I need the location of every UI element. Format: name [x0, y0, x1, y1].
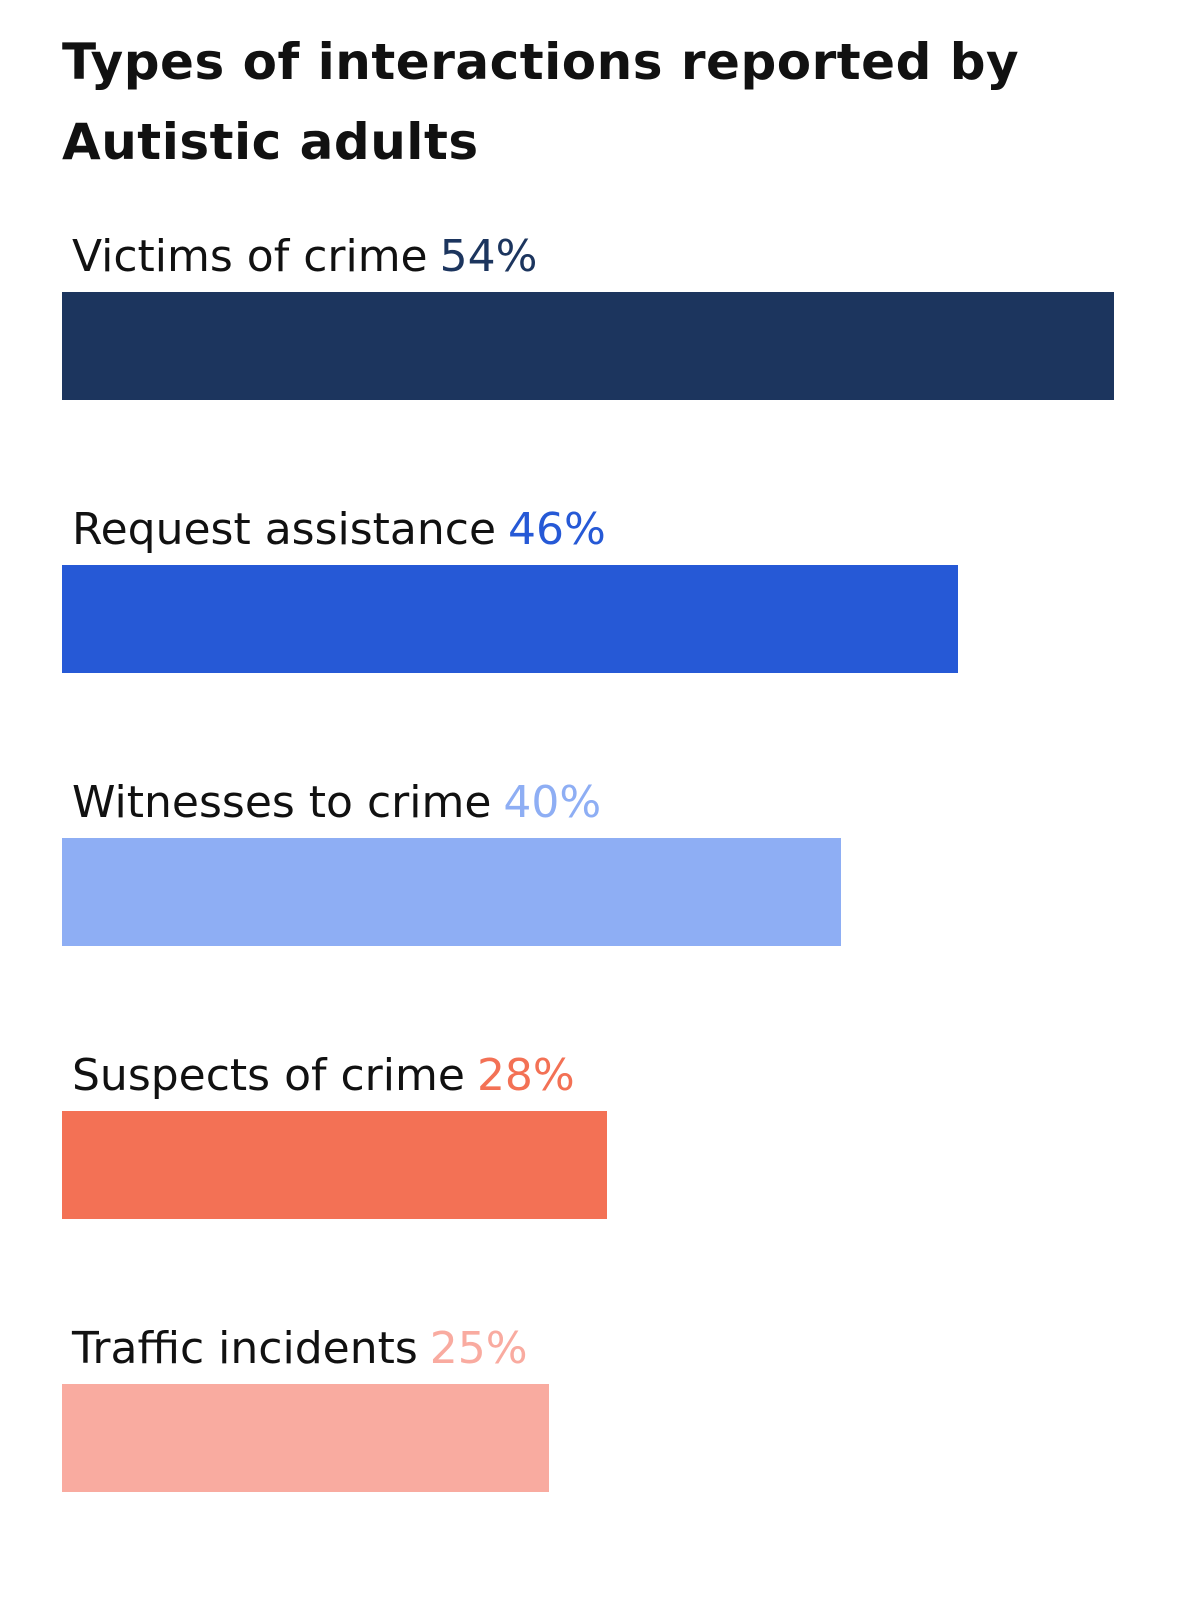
bar-witnesses-to-crime	[62, 838, 841, 946]
bar-suspects-of-crime	[62, 1111, 607, 1219]
bar-label-victims-of-crime: Victims of crime 54%	[72, 230, 537, 284]
bar-label-request-assistance: Request assistance 46%	[72, 503, 606, 557]
bar-label-witnesses-to-crime: Witnesses to crime 40%	[72, 776, 601, 830]
bar-label-traffic-incidents: Traffic incidents 25%	[72, 1322, 528, 1376]
chart-title-line-2: Autistic adults	[62, 113, 479, 171]
chart-title-line-1: Types of interactions reported by	[62, 33, 1020, 91]
value-label-suspects-of-crime: 28%	[476, 1050, 575, 1101]
bar-traffic-incidents	[62, 1384, 549, 1492]
bar-label-suspects-of-crime: Suspects of crime 28%	[72, 1049, 575, 1103]
bar-request-assistance	[62, 565, 958, 673]
value-label-victims-of-crime: 54%	[439, 231, 538, 282]
value-label-witnesses-to-crime: 40%	[503, 777, 602, 828]
category-label-request-assistance: Request assistance	[72, 504, 497, 555]
chart-title: Types of interactions reported by Autist…	[62, 22, 1062, 182]
category-label-traffic-incidents: Traffic incidents	[72, 1323, 418, 1374]
category-label-victims-of-crime: Victims of crime	[72, 231, 428, 282]
bar-victims-of-crime	[62, 292, 1114, 400]
value-label-traffic-incidents: 25%	[429, 1323, 528, 1374]
value-label-request-assistance: 46%	[508, 504, 606, 555]
category-label-suspects-of-crime: Suspects of crime	[72, 1050, 465, 1101]
category-label-witnesses-to-crime: Witnesses to crime	[72, 777, 492, 828]
